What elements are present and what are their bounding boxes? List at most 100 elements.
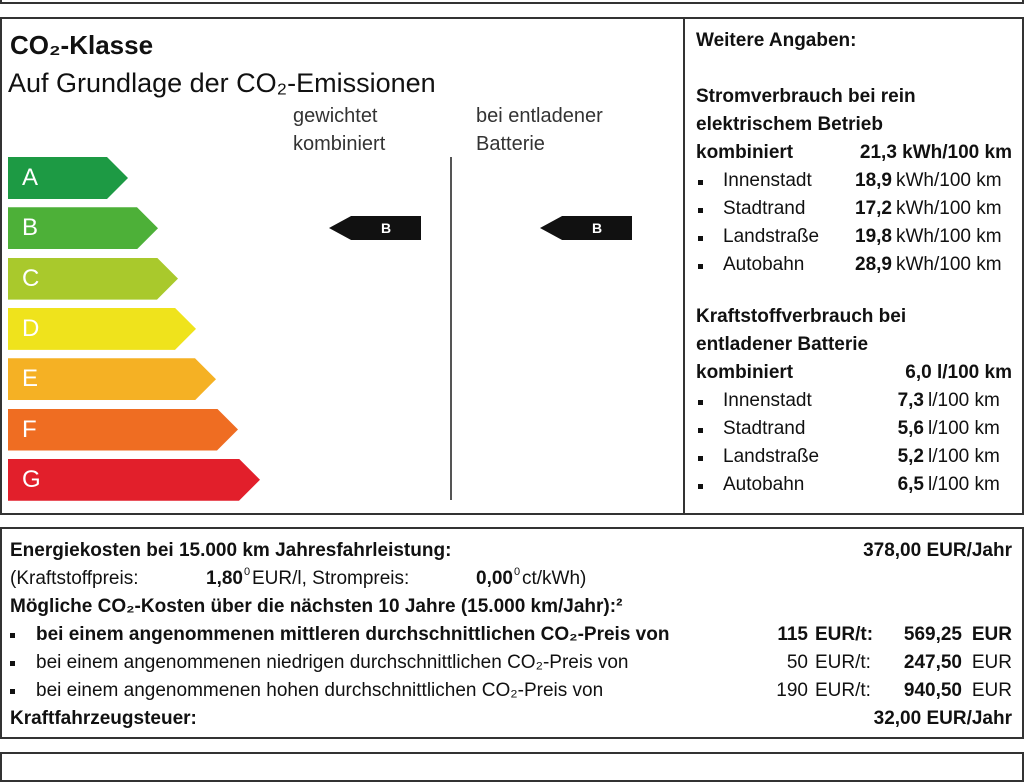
scenario-price: 115 — [777, 624, 808, 645]
item-label: Stadtrand — [723, 418, 806, 439]
column-divider — [450, 157, 452, 500]
costs-box — [0, 527, 1024, 739]
item-label: Autobahn — [723, 474, 805, 495]
subtitle: Auf Grundlage der CO₂-Emissionen — [8, 68, 436, 98]
class-arrow-label: B — [591, 220, 603, 236]
scenario-price: 190 — [776, 680, 808, 701]
item-unit: l/100 km — [928, 474, 1000, 495]
fuel-label: (Kraftstoffpreis: — [10, 568, 139, 589]
class-arrow — [540, 216, 632, 240]
item-value: 18,9 — [855, 170, 892, 191]
item-label: Innenstadt — [723, 390, 812, 411]
item-value: 5,6 — [897, 418, 924, 439]
item-unit: l/100 km — [928, 446, 1000, 467]
item-label: Stadtrand — [723, 198, 806, 219]
scenario-total: 940,50 — [903, 680, 962, 701]
bullet — [698, 428, 703, 433]
bullet — [10, 689, 15, 694]
top-border — [0, 0, 1024, 4]
details-title: Weitere Angaben: — [696, 30, 857, 51]
item-unit: l/100 km — [928, 390, 1000, 411]
item-value: 28,9 — [855, 254, 892, 275]
combined-value: 6,0 l/100 km — [905, 362, 1012, 383]
scenario-text: bei einem angenommenen mittleren durchsc… — [36, 624, 670, 645]
item-value: 6,5 — [897, 474, 924, 495]
section-heading: elektrischem Betrieb — [696, 114, 883, 135]
bullet — [698, 484, 703, 489]
scenario-currency: EUR — [971, 624, 1012, 645]
bullet — [698, 456, 703, 461]
tax-value: 32,00 EUR/Jahr — [873, 708, 1012, 729]
class-letter: F — [22, 415, 37, 443]
column-label: bei entladener — [476, 105, 603, 127]
column-label: Batterie — [476, 133, 545, 155]
class-bar — [8, 207, 158, 249]
power-note: 0 — [514, 566, 521, 578]
fuel-note: 0 — [244, 566, 251, 578]
bullet — [698, 264, 703, 269]
section-heading: entladener Batterie — [696, 334, 869, 355]
item-unit: kWh/100 km — [896, 198, 1002, 219]
item-value: 5,2 — [897, 446, 924, 467]
combined-label: kombiniert — [696, 142, 794, 163]
scenario-unit: EUR/t: — [815, 652, 871, 673]
class-bar — [8, 409, 238, 451]
section-heading: Stromverbrauch bei rein — [696, 86, 916, 107]
column-label: gewichtet — [293, 105, 378, 127]
label-box — [0, 17, 1024, 515]
item-label: Autobahn — [723, 254, 805, 275]
class-bar — [8, 459, 260, 501]
column-label: kombiniert — [293, 133, 386, 155]
bullet — [698, 208, 703, 213]
scenario-price: 50 — [786, 652, 808, 673]
panel-divider — [683, 17, 685, 515]
item-unit: kWh/100 km — [896, 170, 1002, 191]
item-unit: kWh/100 km — [896, 226, 1002, 247]
scenario-total: 247,50 — [903, 652, 962, 673]
fuel-price: 1,80 — [206, 568, 243, 589]
item-unit: kWh/100 km — [896, 254, 1002, 275]
class-letter: G — [22, 465, 41, 493]
scenario-unit: EUR/t: — [815, 624, 874, 645]
class-letter: E — [22, 365, 39, 393]
class-arrow — [329, 216, 421, 240]
class-letter: C — [22, 264, 40, 292]
co2-heading: Mögliche CO₂-Kosten über die nächsten 10… — [10, 596, 623, 617]
combined-value: 21,3 kWh/100 km — [859, 142, 1012, 163]
title: CO₂-Klasse — [10, 30, 154, 60]
item-value: 17,2 — [855, 198, 892, 219]
tax-label: Kraftfahrzeugsteuer: — [10, 708, 197, 729]
class-bar — [8, 358, 216, 400]
power-price: 0,00 — [476, 568, 513, 589]
energy-value: 378,00 EUR/Jahr — [863, 540, 1012, 561]
bullet — [698, 236, 703, 241]
scenario-currency: EUR — [971, 652, 1012, 673]
footer-box — [0, 752, 1024, 782]
section-heading: Kraftstoffverbrauch bei — [696, 306, 907, 327]
combined-label: kombiniert — [696, 362, 794, 383]
class-bar — [8, 308, 196, 350]
scenario-total: 569,25 — [903, 624, 962, 645]
energy-label: Energiekosten bei 15.000 km Jahresfahrle… — [10, 540, 452, 561]
item-label: Innenstadt — [723, 170, 812, 191]
scenario-text: bei einem angenommenen hohen durchschnit… — [36, 680, 604, 701]
bullet — [698, 400, 703, 405]
scenario-currency: EUR — [971, 680, 1012, 701]
item-label: Landstraße — [723, 226, 820, 247]
class-letter: A — [22, 164, 39, 191]
bullet — [10, 661, 15, 666]
scenario-text: bei einem angenommenen niedrigen durchsc… — [36, 652, 629, 673]
class-letter: D — [22, 314, 40, 342]
class-arrow-label: B — [380, 220, 392, 236]
item-unit: l/100 km — [928, 418, 1000, 439]
bullet — [10, 633, 15, 638]
bullet — [698, 180, 703, 185]
class-letter: B — [22, 214, 39, 242]
power-unit: ct/kWh) — [522, 568, 587, 589]
item-value: 7,3 — [897, 390, 924, 411]
class-bar — [8, 157, 128, 199]
item-label: Landstraße — [723, 446, 820, 467]
scenario-unit: EUR/t: — [815, 680, 871, 701]
fuel-unit: EUR/l, Strompreis: — [252, 568, 410, 589]
